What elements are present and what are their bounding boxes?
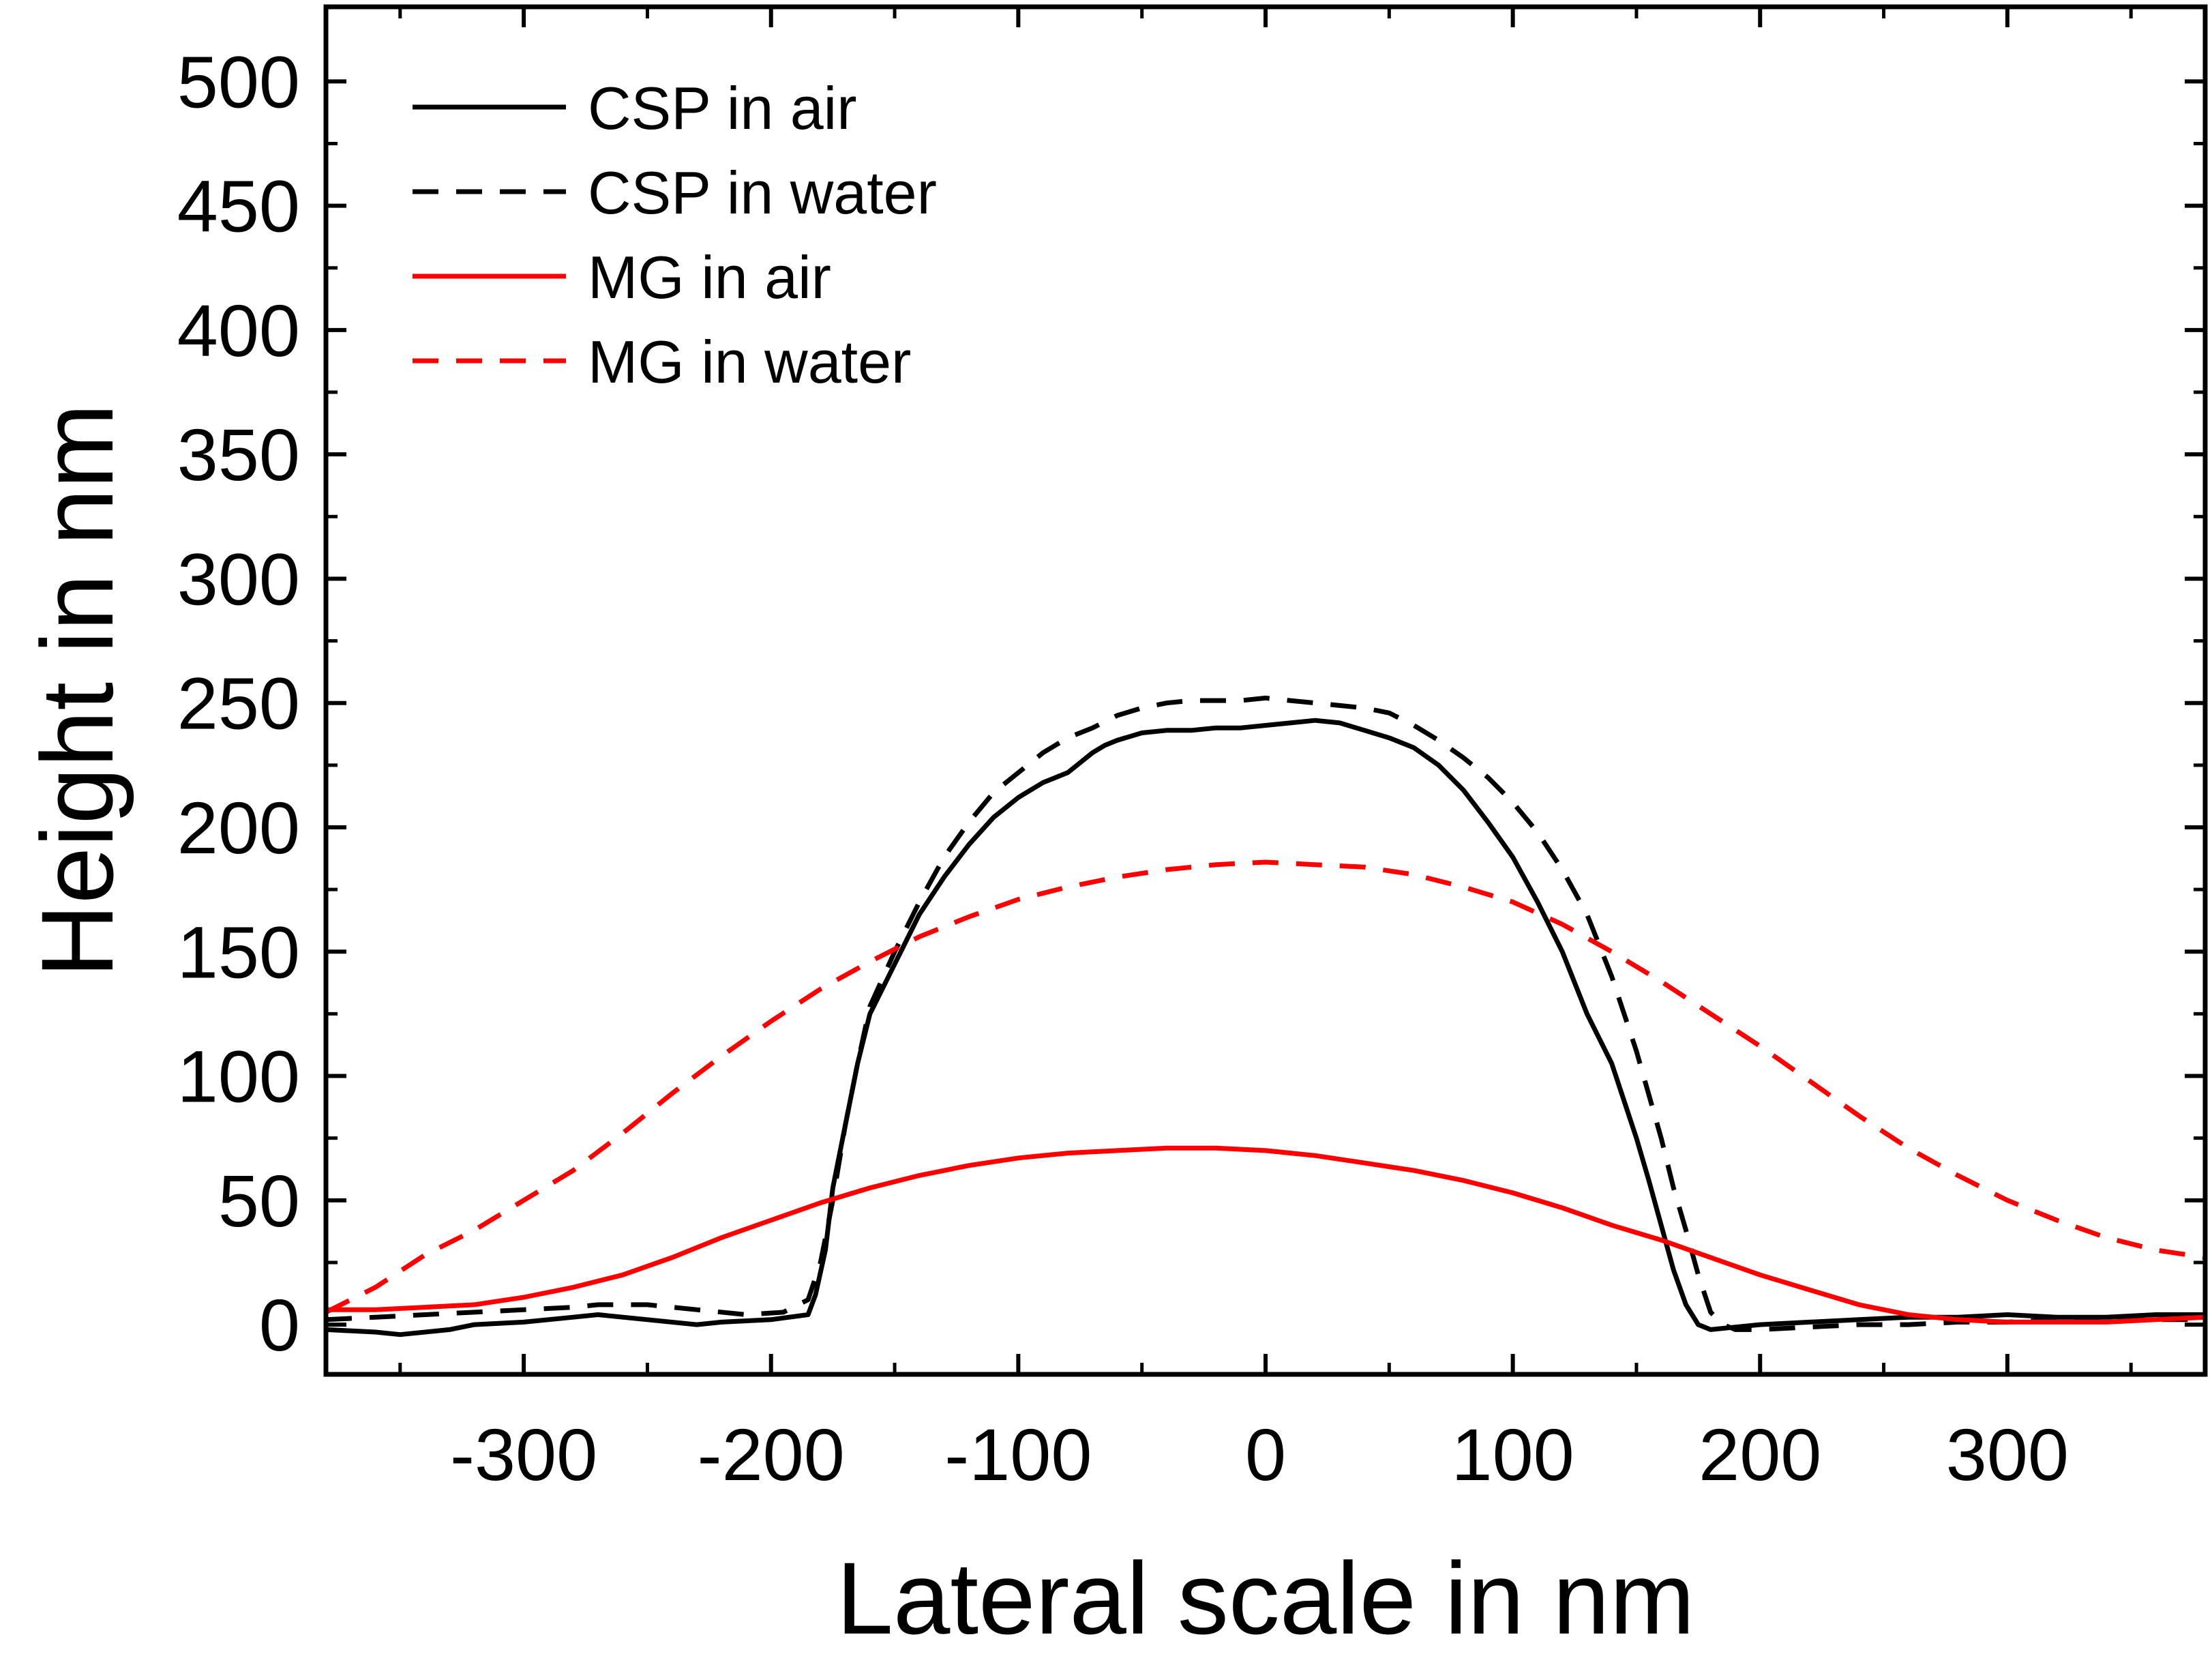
- y-axis-title: Height in nm: [20, 403, 134, 977]
- series-line-3: [326, 1145, 2206, 1325]
- y-tick-label: 0: [259, 1284, 300, 1366]
- series-line-4: [325, 859, 2206, 1315]
- y-tick-label: 400: [177, 289, 300, 372]
- legend-label-4: MG in water: [588, 328, 911, 396]
- y-tick-label: 50: [218, 1160, 300, 1242]
- x-tick-label: 200: [1699, 1413, 1821, 1496]
- x-tick-label: -200: [698, 1413, 845, 1496]
- x-tick-label: 100: [1452, 1413, 1574, 1496]
- x-tick-label: 300: [1946, 1413, 2069, 1496]
- x-tick-label: 0: [1245, 1413, 1286, 1496]
- x-tick-label: -100: [944, 1413, 1092, 1496]
- y-tick-label: 500: [177, 40, 300, 123]
- y-tick-label: 300: [177, 537, 300, 620]
- legend-label-2: CSP in water: [588, 159, 937, 226]
- y-tick-label: 150: [177, 911, 300, 993]
- x-tick-label: -300: [450, 1413, 597, 1496]
- y-tick-label: 350: [177, 413, 300, 496]
- y-tick-label: 100: [177, 1035, 300, 1118]
- series-layer: [325, 695, 2206, 1338]
- y-tick-label: 450: [177, 165, 300, 248]
- legend-label-3: MG in air: [588, 243, 831, 311]
- legend-label-1: CSP in air: [588, 74, 857, 142]
- series-line-1: [325, 718, 2205, 1338]
- ticks-layer: -300 -200 -100 0 100 200 300 0 50 100 150 200 250 300…: [177, 7, 2205, 1496]
- y-tick-label: 200: [177, 786, 300, 869]
- series-line-2: [325, 695, 2205, 1332]
- x-axis-title: Lateral scale in nm: [837, 1541, 1695, 1654]
- y-tick-label: 250: [177, 662, 300, 745]
- legend: CSP in air CSP in water MG in air MG in wat…: [413, 74, 937, 396]
